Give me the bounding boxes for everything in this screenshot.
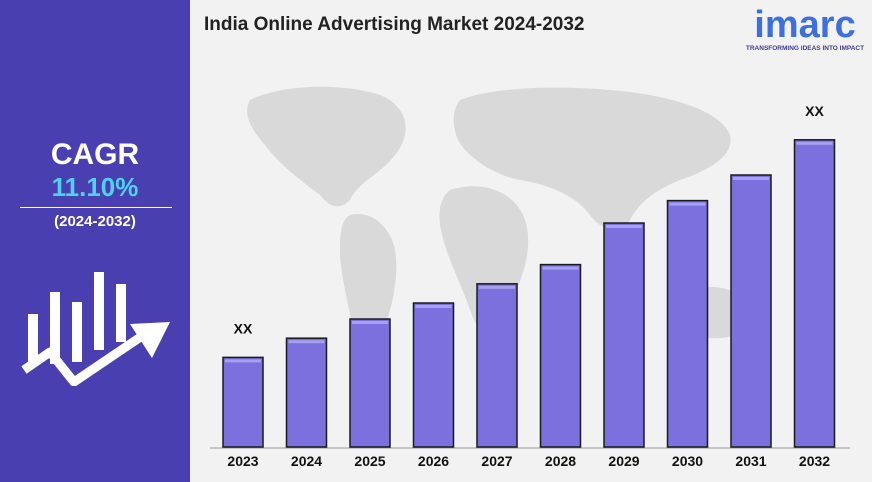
bar-highlight: [542, 266, 579, 270]
bar-highlight: [733, 177, 769, 180]
x-tick-label: 2031: [735, 453, 766, 469]
x-tick-label: 2030: [672, 453, 703, 469]
data-labels: XX XX: [234, 103, 825, 337]
brand-logo: imarc TRANSFORMING IDEAS INTO IMPACT: [745, 2, 865, 58]
x-tick-label: 2026: [418, 453, 449, 469]
bar-2030: [666, 199, 709, 448]
bar-2023: [222, 356, 264, 448]
x-tick-label: 2025: [354, 453, 385, 469]
bar-highlight: [796, 141, 833, 145]
bar-2028: [539, 263, 582, 448]
bar-chart: 2023 2024 2025 2026 2027 2028 2029 2030 2031 2032…: [210, 86, 850, 469]
x-tick-label: 2029: [608, 453, 639, 469]
growth-chart-icon: [21, 272, 170, 386]
bar-2029: [603, 222, 645, 448]
bar-highlight: [225, 359, 261, 363]
bar-2025: [349, 318, 391, 448]
chart-title: India Online Advertising Market 2024-203…: [204, 14, 585, 35]
x-tick-labels: 2023 2024 2025 2026 2027 2028 2029 2030 2031 2032: [227, 453, 830, 469]
divider: [20, 207, 172, 208]
bar-highlight: [352, 321, 388, 324]
x-tick-label: 2023: [227, 453, 258, 469]
bar-highlight: [606, 225, 642, 228]
cagr-panel: CAGR 11.10% (2024-2032): [0, 0, 190, 482]
x-tick-label: 2024: [291, 453, 322, 469]
data-label: XX: [805, 103, 824, 119]
bar-highlight: [415, 305, 452, 308]
x-tick-label: 2027: [481, 453, 512, 469]
bars-group: [222, 139, 836, 448]
bar-2024: [285, 337, 328, 448]
chart-area: India Online Advertising Market 2024-203…: [190, 0, 872, 482]
bar-2031: [730, 174, 772, 448]
cagr-period: (2024-2032): [54, 213, 136, 230]
data-label: XX: [234, 320, 253, 336]
bar-2027: [476, 283, 518, 448]
brand-name: imarc: [754, 4, 856, 46]
x-tick-label: 2032: [799, 453, 830, 469]
bar-highlight: [669, 202, 706, 206]
bar-highlight: [479, 285, 515, 289]
bar-2032: [793, 139, 836, 448]
brand-tagline: TRANSFORMING IDEAS INTO IMPACT: [745, 45, 865, 52]
cagr-value: 11.10%: [51, 172, 139, 202]
x-tick-label: 2028: [545, 453, 576, 469]
cagr-label: CAGR: [50, 138, 140, 171]
bar-highlight: [288, 340, 325, 344]
bar-2026: [412, 302, 455, 448]
